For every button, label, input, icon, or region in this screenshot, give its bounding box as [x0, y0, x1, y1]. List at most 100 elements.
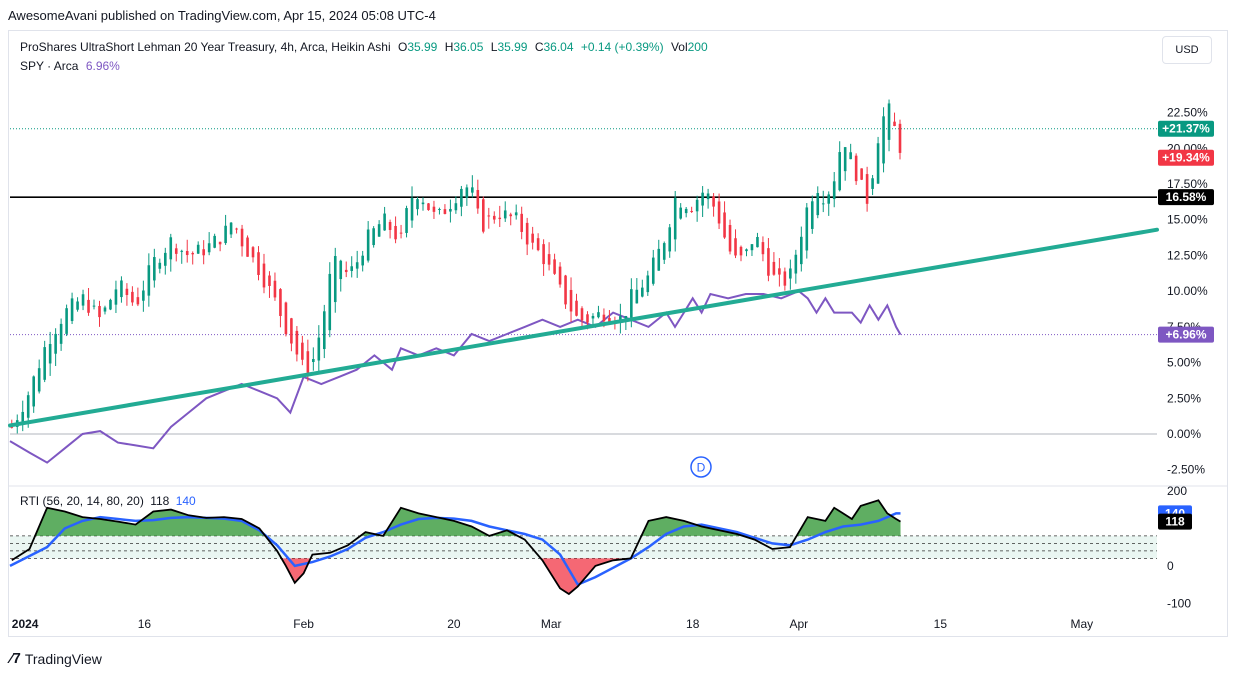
candle	[898, 123, 902, 153]
trendline[interactable]	[8, 227, 1159, 428]
candle	[514, 212, 518, 216]
candle	[547, 254, 551, 265]
rti-value: 118	[150, 494, 170, 508]
candle	[312, 359, 315, 363]
candle	[317, 337, 321, 361]
candle	[65, 308, 68, 334]
low-price-tag: +19.34%	[1162, 151, 1210, 165]
candle	[465, 187, 469, 198]
rti-y-tick-label: -100	[1167, 596, 1191, 610]
rti-signal-line[interactable]	[9, 512, 901, 587]
candle	[180, 250, 184, 252]
symbol-legend[interactable]: ProShares UltraShort Lehman 20 Year Trea…	[20, 40, 708, 54]
candle	[635, 289, 639, 304]
y-tick-label: 17.50%	[1167, 177, 1208, 191]
rti-overbought-fill	[11, 500, 901, 536]
candle	[668, 227, 672, 252]
candle	[608, 317, 611, 324]
tradingview-logo[interactable]: ⁄7 TradingView	[10, 650, 102, 667]
candle	[202, 249, 205, 256]
candle	[860, 168, 863, 180]
tradingview-logo-icon: ⁄7	[10, 650, 21, 667]
price-change: +0.14 (+0.39%)	[580, 40, 664, 54]
candle	[449, 208, 452, 212]
low-price-tag-bg	[1158, 149, 1214, 166]
candle	[328, 273, 332, 331]
chart-frame	[8, 30, 1228, 637]
candle	[816, 193, 820, 216]
candle	[783, 271, 787, 286]
candle	[482, 199, 485, 232]
ohlc-open-label: O	[397, 40, 408, 54]
candle	[339, 260, 343, 280]
rti-legend[interactable]: RTI (56, 20, 14, 80, 20) 118 140	[20, 494, 196, 508]
candle	[377, 224, 381, 237]
candle	[646, 275, 650, 293]
candle	[739, 246, 743, 256]
candle	[745, 249, 748, 252]
candle	[207, 243, 211, 253]
candle	[887, 103, 891, 140]
candle	[712, 196, 715, 207]
spy-price-tag: +6.96%	[1165, 328, 1206, 342]
y-tick-label: 10.00%	[1167, 284, 1208, 298]
candle	[120, 280, 123, 298]
candle	[498, 217, 502, 220]
candle	[662, 243, 666, 260]
x-tick-label: May	[1070, 617, 1093, 631]
symbol-name: ProShares UltraShort Lehman 20 Year Trea…	[20, 40, 391, 54]
candle	[684, 208, 688, 214]
rti-signal-value: 140	[175, 494, 196, 508]
candle	[443, 209, 447, 214]
dividend-marker[interactable]: D	[690, 456, 712, 478]
candle	[558, 266, 562, 285]
candle	[191, 253, 195, 255]
volume-label: Vol	[670, 40, 688, 54]
candle	[59, 323, 63, 344]
ohlc-close-label: C	[534, 40, 544, 54]
rti-line[interactable]	[11, 499, 901, 596]
y-tick-label: -2.50%	[1167, 463, 1205, 477]
candle	[350, 266, 354, 271]
candle	[492, 215, 496, 220]
compare-symbol: SPY · Arca	[20, 59, 79, 73]
candle	[125, 288, 129, 296]
candle	[224, 225, 227, 244]
candle	[103, 307, 107, 312]
ohlc-high-label: H	[444, 40, 454, 54]
candle	[553, 259, 556, 274]
rti-oversold-fill	[11, 558, 901, 594]
candle	[284, 302, 288, 335]
candle	[564, 275, 567, 305]
x-tick-label: 18	[686, 617, 700, 631]
candle	[273, 280, 277, 298]
candle	[832, 181, 836, 200]
candle	[865, 174, 869, 204]
candle	[405, 208, 408, 233]
ohlc-high: 36.05	[453, 40, 484, 54]
candle	[246, 237, 249, 257]
candle	[158, 262, 162, 269]
candle	[301, 342, 304, 360]
rti-y-tick-label: 0	[1167, 559, 1174, 573]
y-tick-label: 12.50%	[1167, 248, 1208, 262]
candle	[235, 228, 238, 230]
candle	[723, 212, 726, 238]
candle	[416, 199, 419, 210]
candle	[690, 210, 693, 212]
rti-band	[10, 535, 1157, 559]
candle	[218, 241, 222, 245]
spy-line[interactable]	[9, 289, 902, 464]
candle	[432, 206, 436, 212]
candle	[838, 152, 841, 191]
candle	[136, 297, 140, 305]
candle	[487, 215, 491, 217]
rti-label: RTI (56, 20, 14, 80, 20)	[20, 494, 144, 508]
compare-legend[interactable]: SPY · Arca 6.96%	[20, 59, 120, 73]
candle	[48, 343, 52, 364]
currency-button[interactable]: USD	[1162, 36, 1212, 64]
candle	[295, 330, 299, 355]
candle	[789, 268, 792, 279]
dividend-marker-circle	[690, 456, 712, 478]
